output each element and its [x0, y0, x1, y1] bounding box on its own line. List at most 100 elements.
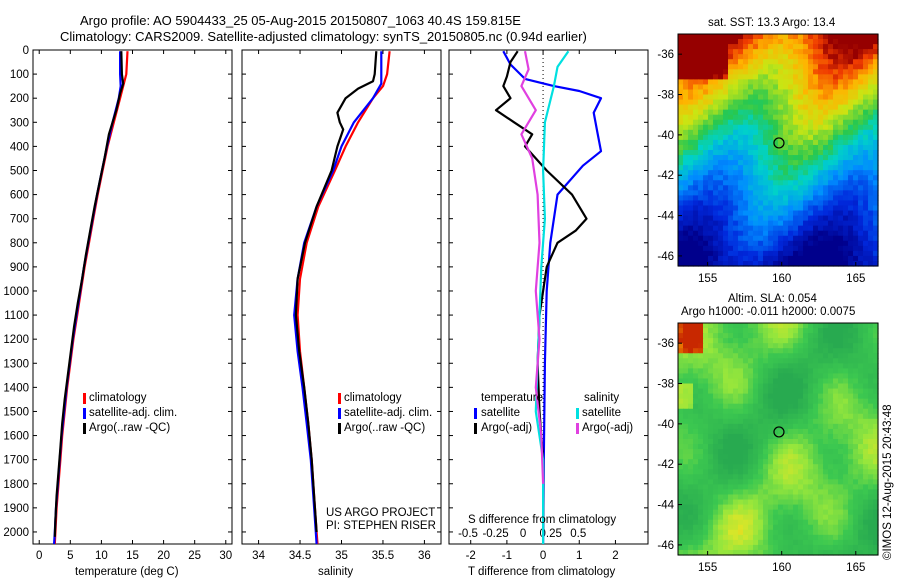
heatmap-cell [713, 114, 719, 121]
heatmap-cell [773, 504, 779, 511]
heatmap-cell [803, 393, 809, 400]
heatmap-cell [813, 418, 819, 425]
heatmap-cell [868, 514, 874, 521]
heatmap-cell [763, 230, 769, 237]
heatmap-cell [828, 504, 834, 511]
heatmap-cell [718, 175, 724, 181]
heatmap-cell [713, 144, 719, 151]
heatmap-cell [843, 109, 849, 116]
heatmap-cell [858, 363, 864, 369]
heatmap-cell [773, 54, 779, 60]
heatmap-cell [758, 403, 764, 410]
heatmap-cell [768, 240, 774, 247]
heatmap-cell [718, 39, 724, 45]
heatmap-cell [768, 544, 774, 551]
heatmap-cell [758, 210, 764, 217]
heatmap-cell [828, 59, 834, 65]
heatmap-cell [728, 210, 734, 217]
heatmap-cell [853, 230, 859, 237]
heatmap-cell [813, 353, 819, 359]
heatmap-cell [848, 240, 854, 247]
heatmap-cell [828, 124, 834, 131]
heatmap-cell [708, 393, 714, 400]
heatmap-cell [803, 539, 809, 546]
heatmap-cell [808, 378, 814, 385]
heatmap-cell [773, 220, 779, 227]
heatmap-cell [688, 509, 694, 516]
heatmap-cell [723, 413, 729, 420]
heatmap-cell [698, 220, 704, 227]
heatmap-cell [858, 210, 864, 217]
heatmap-cell [768, 104, 774, 111]
heatmap-cell [693, 190, 699, 196]
heatmap-cell [818, 124, 824, 131]
heatmap-cell [813, 474, 819, 480]
heatmap-cell [848, 524, 854, 531]
heatmap-cell [813, 180, 819, 186]
heatmap-cell [868, 383, 874, 390]
heatmap-cell [703, 479, 709, 485]
heatmap-cell [733, 59, 739, 65]
heatmap-cell [823, 170, 829, 176]
heatmap-cell [778, 459, 784, 465]
heatmap-cell [713, 34, 719, 40]
heatmap-cell [823, 124, 829, 131]
heatmap-cell [723, 235, 729, 242]
heatmap-cell [848, 489, 854, 496]
heatmap-cell [698, 64, 704, 70]
sal-annotation-project: US ARGO PROJECT [326, 507, 436, 519]
heatmap-cell [723, 464, 729, 470]
heatmap-cell [738, 534, 744, 541]
heatmap-cell [703, 444, 709, 450]
sla-map-title-1: Altim. SLA: 0.054 [728, 293, 817, 305]
heatmap-cell [723, 358, 729, 364]
heatmap-cell [718, 499, 724, 506]
heatmap-cell [808, 439, 814, 445]
heatmap-cell [678, 250, 684, 257]
heatmap-cell [838, 358, 844, 364]
heatmap-cell [743, 74, 749, 80]
heatmap-cell [703, 368, 709, 375]
heatmap-cell [708, 129, 714, 136]
heatmap-cell [843, 255, 849, 262]
heatmap-cell [793, 398, 799, 405]
heatmap-cell [738, 49, 744, 55]
heatmap-cell [818, 119, 824, 126]
heatmap-cell [783, 144, 789, 151]
heatmap-cell [743, 64, 749, 70]
heatmap-cell [783, 519, 789, 526]
heatmap-cell [688, 343, 694, 349]
heatmap-cell [678, 338, 684, 344]
heatmap-cell [713, 459, 719, 465]
heatmap-cell [738, 215, 744, 222]
heatmap-cell [823, 200, 829, 207]
heatmap-cell [858, 74, 864, 80]
heatmap-cell [728, 190, 734, 196]
heatmap-cell [858, 494, 864, 501]
heatmap-cell [678, 479, 684, 485]
heatmap-cell [768, 84, 774, 91]
heatmap-cell [833, 328, 839, 334]
heatmap-cell [838, 144, 844, 151]
heatmap-cell [798, 185, 804, 191]
heatmap-cell [798, 109, 804, 116]
heatmap-cell [853, 79, 859, 86]
heatmap-cell [718, 165, 724, 171]
heatmap-cell [708, 84, 714, 91]
heatmap-cell [868, 444, 874, 450]
heatmap-cell [803, 109, 809, 116]
heatmap-cell [703, 205, 709, 212]
heatmap-cell [853, 323, 859, 329]
heatmap-cell [843, 220, 849, 227]
heatmap-cell [693, 428, 699, 435]
heatmap-cell [713, 190, 719, 196]
heatmap-cell [868, 245, 874, 252]
heatmap-cell [793, 109, 799, 116]
heatmap-cell [823, 494, 829, 501]
heatmap-cell [808, 338, 814, 344]
heatmap-cell [748, 139, 754, 146]
heatmap-cell [743, 433, 749, 440]
x-tick-label: 15 [126, 550, 139, 562]
heatmap-cell [808, 529, 814, 536]
heatmap-cell [853, 534, 859, 541]
